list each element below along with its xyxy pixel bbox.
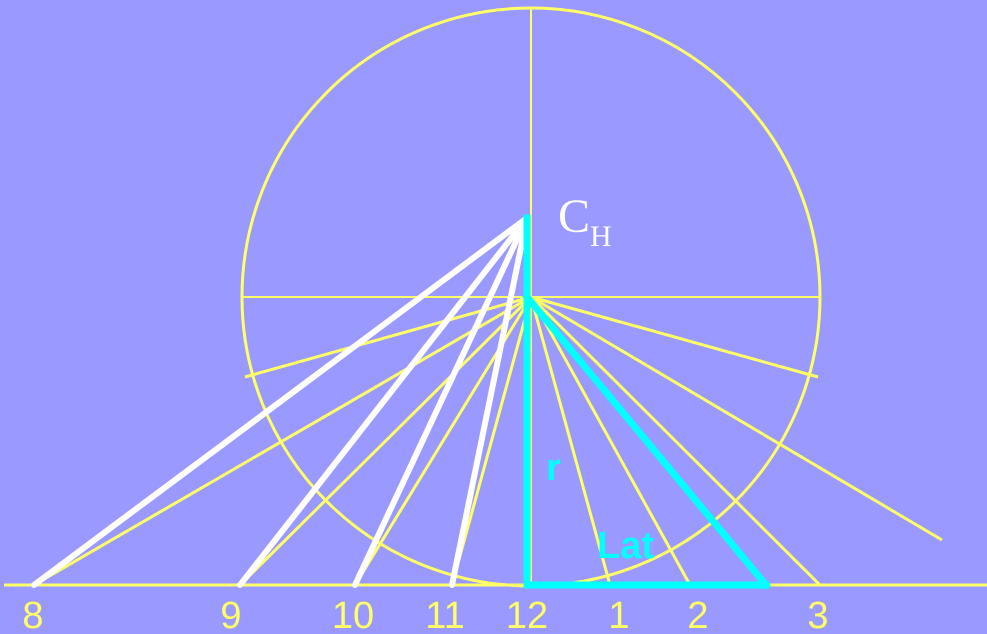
ray-60deg-right [529,296,692,586]
center-label-sub: H [590,220,612,253]
hour-label-12: 12 [506,595,548,634]
r-label: r [546,447,561,489]
hour-label-10: 10 [332,595,374,634]
hour-label-11: 11 [425,595,464,634]
ray-30deg-left [33,295,532,587]
triangle-hypotenuse [522,292,771,590]
hour-line-9 [237,215,530,588]
latitude-triangle [522,214,771,590]
ray-75deg-left [450,296,533,586]
ray-15deg-right [530,295,819,379]
hour-label-9: 9 [220,595,241,634]
ray-45deg-right [529,295,822,587]
hour-line-11 [449,215,530,588]
ray-75deg-right [529,296,612,586]
ray-30deg-right [530,295,943,542]
lat-label: Lat [597,525,654,567]
yellow-hour-rays [33,295,943,587]
hour-line-10 [352,215,530,588]
hour-label-8: 8 [22,595,43,634]
hour-label-2: 2 [687,595,708,634]
hour-label-1: 1 [608,595,629,634]
center-label-main: C [558,190,590,243]
ray-45deg-left [238,295,533,587]
white-hour-lines [31,215,530,588]
hour-labels: 8 9 10 11 12 1 2 3 [22,595,828,634]
hour-label-3: 3 [807,595,828,634]
center-label: CH [558,190,612,253]
hour-line-8 [31,215,530,588]
